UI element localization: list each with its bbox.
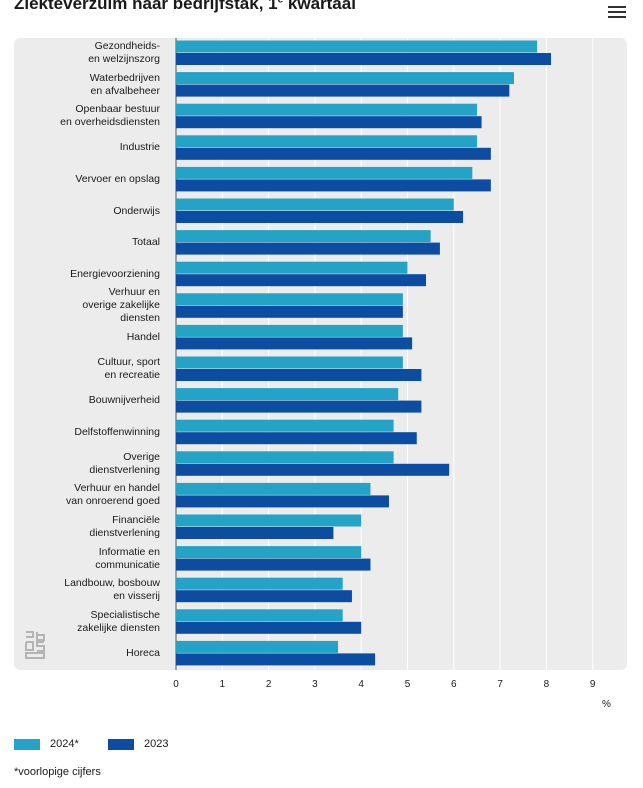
bar-2023[interactable]	[176, 274, 427, 287]
bar-2024[interactable]	[176, 546, 362, 559]
legend-label-2024: 2024*	[50, 738, 79, 750]
category-label: Handel	[126, 330, 160, 343]
bar-2024[interactable]	[176, 482, 371, 495]
x-tick-label: 8	[543, 679, 550, 690]
x-tick-label: 4	[358, 679, 364, 690]
category-label: Openbaar bestuur en overheidsdiensten	[60, 103, 160, 129]
category-label: Landbouw, bosbouw en visserij	[64, 577, 160, 603]
legend-item-2024[interactable]: 2024*	[14, 738, 79, 750]
bar-2024[interactable]	[176, 198, 454, 211]
bar-2023[interactable]	[176, 369, 422, 381]
bar-2024[interactable]	[176, 261, 408, 274]
x-tick-label: 0	[173, 679, 179, 690]
category-label: Cultuur, sport en recreatie	[97, 356, 160, 381]
category-label: Informatie en communicatie	[95, 545, 160, 571]
bar-2023[interactable]	[176, 495, 389, 508]
bar-2023[interactable]	[176, 53, 552, 65]
category-label: Horeca	[126, 646, 160, 659]
bar-2024[interactable]	[176, 72, 514, 85]
category-label: Bouwnijverheid	[88, 394, 160, 407]
bar-2023[interactable]	[176, 211, 464, 223]
bar-2024[interactable]	[176, 451, 394, 464]
bar-2024[interactable]	[176, 388, 399, 401]
category-label: Industrie	[119, 141, 160, 154]
bar-2023[interactable]	[176, 147, 491, 160]
category-label: Delfstoffenwinning	[74, 425, 160, 438]
category-label: Energievoorziening	[70, 267, 160, 280]
bar-2024[interactable]	[176, 419, 394, 432]
cbs-logo	[25, 631, 45, 659]
bar-2023[interactable]	[176, 400, 422, 413]
bar-2024[interactable]	[176, 514, 362, 527]
bar-2023[interactable]	[176, 527, 334, 539]
footnote: *voorlopige cijfers	[14, 766, 101, 778]
bar-2023[interactable]	[176, 558, 371, 571]
category-label: Financiële dienstverlening	[89, 514, 160, 539]
x-tick-label: 1	[219, 679, 226, 690]
bar-2024[interactable]	[176, 293, 403, 306]
x-tick-label: 3	[312, 679, 318, 690]
bar-2023[interactable]	[176, 621, 362, 634]
bar-2023[interactable]	[176, 116, 482, 129]
bar-2023[interactable]	[176, 305, 403, 318]
bar-2023[interactable]	[176, 242, 440, 255]
category-label: Verhuur en overige zakelijke diensten	[82, 286, 160, 325]
bar-2024[interactable]	[176, 356, 403, 369]
category-label: Gezondheids- en welzijnszorg	[88, 40, 160, 65]
bar-2024[interactable]	[176, 324, 403, 337]
x-tick-label: 9	[589, 679, 596, 690]
bar-2024[interactable]	[176, 230, 431, 243]
bar-2024[interactable]	[176, 166, 473, 179]
bar-2023[interactable]	[176, 179, 491, 192]
bar-2024[interactable]	[176, 135, 477, 148]
x-tick-label: 6	[451, 679, 457, 690]
bar-2024[interactable]	[176, 640, 339, 653]
bar-2023[interactable]	[176, 84, 510, 97]
chart-title: Ziekteverzuim naar bedrijfstak, 1e kwart…	[14, 0, 356, 13]
legend-swatch-2024	[14, 738, 40, 750]
legend-item-2023[interactable]: 2023	[108, 738, 168, 750]
bar-2023[interactable]	[176, 590, 352, 603]
category-label: Waterbedrijven en afvalbeheer	[89, 71, 160, 97]
legend-label-2023: 2023	[144, 738, 169, 750]
category-label: Verhuur en handel van onroerend goed	[66, 482, 160, 508]
x-axis-unit: %	[602, 699, 611, 710]
bar-chart	[175, 38, 594, 670]
bar-2023[interactable]	[176, 463, 450, 476]
bar-2023[interactable]	[176, 432, 417, 445]
bar-2023[interactable]	[176, 337, 413, 350]
category-label: Onderwijs	[113, 204, 160, 217]
x-tick-label: 5	[404, 679, 411, 690]
bar-2024[interactable]	[176, 103, 477, 116]
hamburger-menu-icon[interactable]	[608, 6, 626, 22]
category-label: Totaal	[131, 236, 160, 249]
category-label: Overige dienstverlening	[89, 450, 160, 476]
x-tick-label: 2	[265, 679, 272, 690]
x-tick-label: 7	[497, 679, 503, 690]
bar-2024[interactable]	[176, 40, 538, 53]
bar-2024[interactable]	[176, 609, 343, 622]
bar-2024[interactable]	[176, 577, 343, 590]
category-label: Vervoer en opslag	[75, 172, 160, 185]
legend-swatch-2023	[108, 738, 134, 750]
category-label: Specialistische zakelijke diensten	[77, 608, 160, 634]
bar-2023[interactable]	[176, 653, 376, 666]
